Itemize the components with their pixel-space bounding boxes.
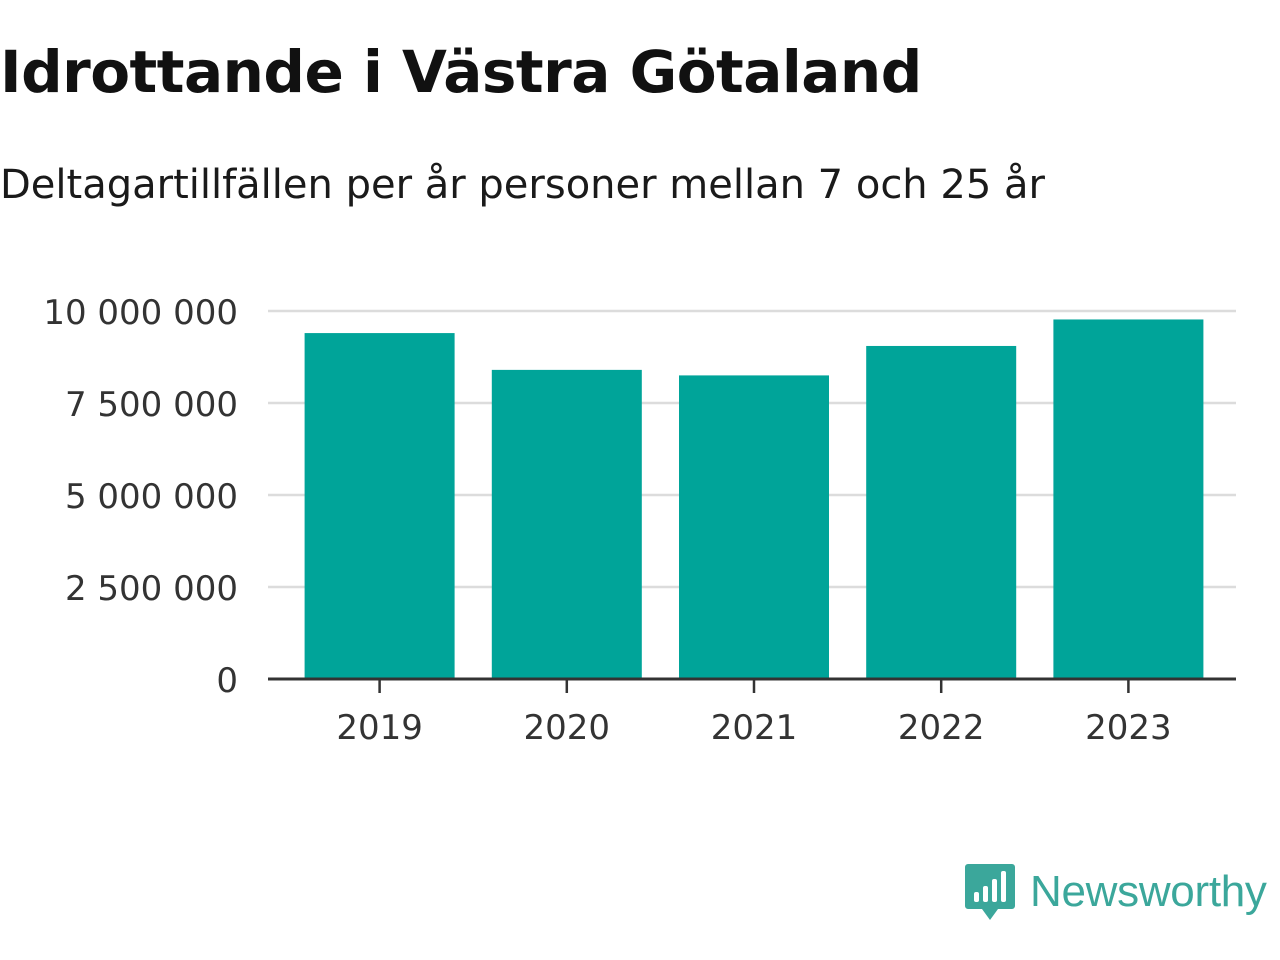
bar-2022 <box>866 345 1017 679</box>
bar-chart-speech-bubble-icon <box>965 864 1015 920</box>
bar-2019 <box>304 333 455 679</box>
y-tick-label: 2 500 000 <box>65 569 238 609</box>
x-tick-label: 2022 <box>898 708 985 748</box>
y-tick-label: 0 <box>216 661 238 701</box>
bar-2023 <box>1053 319 1204 679</box>
bar-chart: 0 2 500 000 5 000 000 7 500 000 10 000 000 20… <box>43 293 1236 748</box>
brand-name: Newsworthy <box>1030 867 1267 916</box>
chart-title: Idrottande i Västra Götaland <box>0 38 922 106</box>
y-tick-label: 5 000 000 <box>65 477 238 517</box>
newsworthy-logo: Newsworthy <box>964 862 1267 922</box>
x-tick-label: 2023 <box>1085 708 1172 748</box>
y-tick-label: 10 000 000 <box>43 293 238 333</box>
x-tick-label: 2019 <box>336 708 423 748</box>
y-tick-label: 7 500 000 <box>65 385 238 425</box>
bar-2020 <box>491 369 642 679</box>
chart-subtitle: Deltagartillfällen per år personer mella… <box>0 162 1045 208</box>
x-tick-label: 2020 <box>524 708 611 748</box>
x-tick-label: 2021 <box>711 708 798 748</box>
bar-2021 <box>679 375 829 679</box>
